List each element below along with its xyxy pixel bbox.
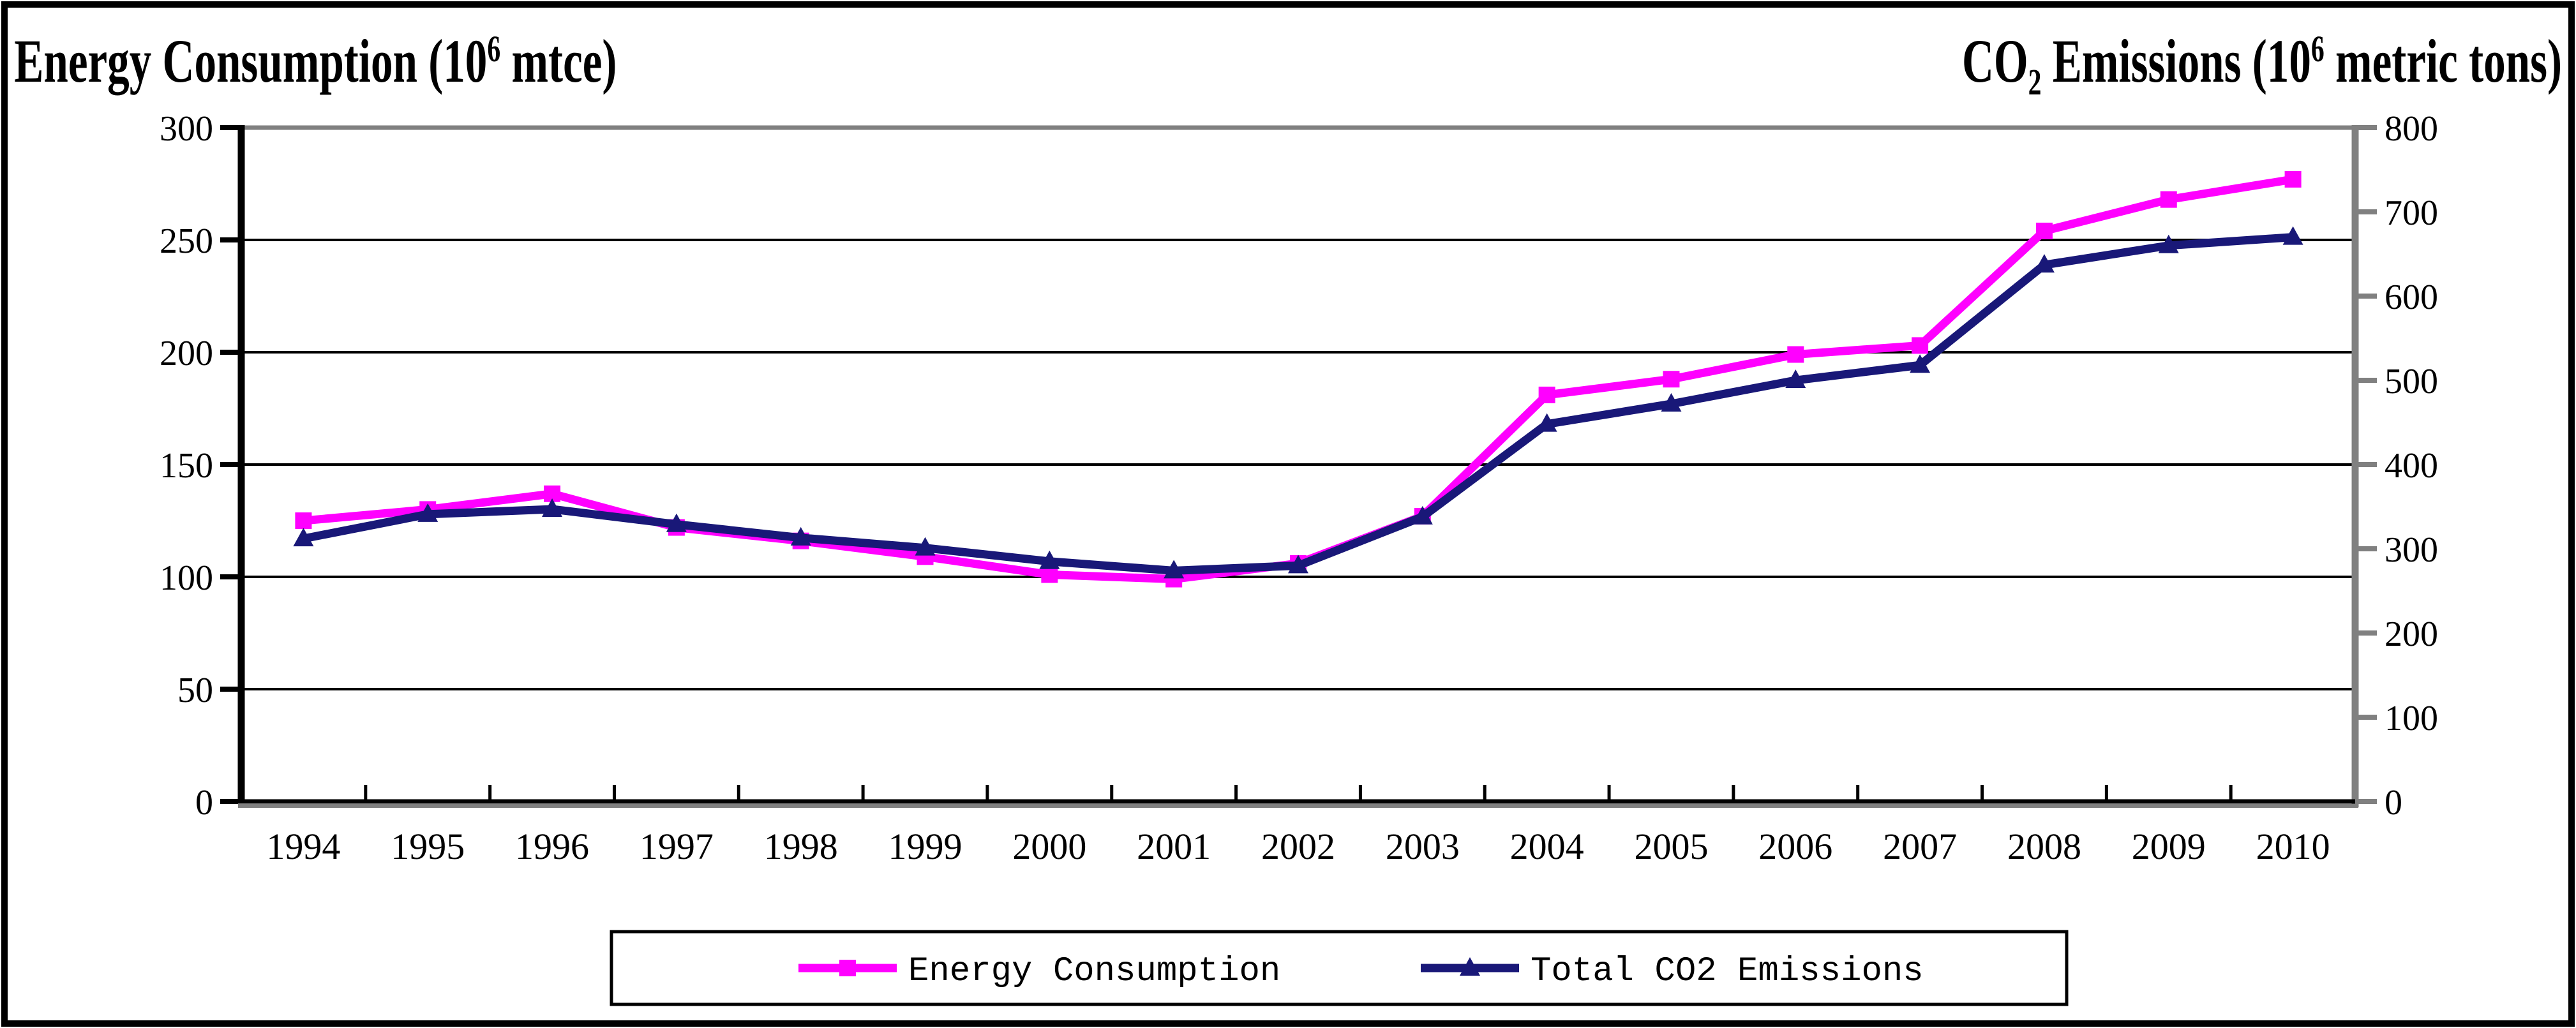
series-marker-total-co2-emissions bbox=[1412, 505, 1433, 525]
x-tick-label: 2003 bbox=[1386, 826, 1460, 867]
axis-titles: Energy Consumption (106 mtce) CO2 Emissi… bbox=[14, 27, 2562, 103]
series-marker-total-co2-emissions bbox=[666, 513, 687, 532]
series-marker-total-co2-emissions bbox=[1536, 413, 1557, 432]
series-marker-energy-consumption bbox=[2160, 191, 2177, 208]
legend-marker-energy-consumption bbox=[839, 960, 856, 976]
right-axis-tick-label: 800 bbox=[2385, 109, 2438, 149]
series-marker-energy-consumption bbox=[1787, 346, 1804, 363]
x-tick-label: 2001 bbox=[1137, 826, 1211, 867]
x-tick-label: 2009 bbox=[2132, 826, 2206, 867]
right-axis-tick-label: 500 bbox=[2385, 362, 2438, 401]
series-marker-total-co2-emissions bbox=[1164, 560, 1185, 579]
right-axis-title: CO2 Emissions (106 metric tons) bbox=[1962, 27, 2562, 103]
x-tick-label: 2007 bbox=[1883, 826, 1957, 867]
left-axis-tick-label: 100 bbox=[160, 558, 213, 598]
series-marker-energy-consumption bbox=[2284, 170, 2302, 188]
series-marker-total-co2-emissions bbox=[293, 528, 314, 547]
series-marker-total-co2-emissions bbox=[1661, 392, 1682, 412]
left-axis-tick-label: 150 bbox=[160, 446, 213, 486]
left-axis-tick-label: 0 bbox=[195, 783, 213, 823]
series-marker-energy-consumption bbox=[1041, 566, 1058, 583]
x-tick-label: 2002 bbox=[1261, 826, 1335, 867]
x-tick-label: 1998 bbox=[764, 826, 838, 867]
left-axis-tick-label: 50 bbox=[177, 671, 213, 710]
right-axis-tick-label: 100 bbox=[2385, 699, 2438, 738]
series-total-co2-emissions bbox=[293, 226, 2303, 579]
series-marker-total-co2-emissions bbox=[2158, 234, 2179, 253]
x-tick-label: 1997 bbox=[640, 826, 714, 867]
x-tick-label: 1994 bbox=[266, 826, 340, 867]
legend-marker-total-co2-emissions bbox=[1460, 957, 1480, 976]
series-marker-total-co2-emissions bbox=[790, 526, 811, 546]
right-axis-tick-label: 300 bbox=[2385, 530, 2438, 570]
right-axis-tick-label: 400 bbox=[2385, 446, 2438, 486]
x-tick-label: 2008 bbox=[2007, 826, 2081, 867]
series-marker-energy-consumption bbox=[295, 512, 312, 529]
left-axis-title: Energy Consumption (106 mtce) bbox=[14, 27, 617, 96]
right-axis-tick-label: 700 bbox=[2385, 193, 2438, 233]
legend-item-total-co2-emissions: Total CO2 Emissions bbox=[1421, 952, 1924, 991]
series-marker-energy-consumption bbox=[1912, 337, 1929, 354]
x-tick-label: 2010 bbox=[2256, 826, 2330, 867]
x-tick-label: 1996 bbox=[515, 826, 589, 867]
legend: Energy Consumption Total CO2 Emissions bbox=[610, 930, 2069, 1006]
plot-area: 0 100 200 300 400 500 600 700 800 0 50 100 150 200 250… bbox=[160, 109, 2438, 867]
x-tick-label: 2005 bbox=[1634, 826, 1708, 867]
left-axis-tick-label: 200 bbox=[160, 334, 213, 373]
left-axis-tick-label: 250 bbox=[160, 221, 213, 261]
series-marker-energy-consumption bbox=[1663, 371, 1680, 388]
x-tick-label: 2004 bbox=[1510, 826, 1584, 867]
right-axis-tick-label: 200 bbox=[2385, 615, 2438, 654]
legend-label-total-co2-emissions: Total CO2 Emissions bbox=[1531, 952, 1924, 991]
series-marker-energy-consumption bbox=[1538, 386, 1555, 403]
x-tick-label: 1995 bbox=[391, 826, 465, 867]
right-axis-tick-label: 0 bbox=[2385, 783, 2402, 823]
legend-label-energy-consumption: Energy Consumption bbox=[908, 952, 1280, 991]
series-marker-total-co2-emissions bbox=[417, 503, 438, 522]
series-marker-total-co2-emissions bbox=[1910, 354, 1931, 373]
x-tick-label: 1999 bbox=[888, 826, 962, 867]
x-tick-label: 2000 bbox=[1012, 826, 1086, 867]
series-marker-total-co2-emissions bbox=[542, 498, 563, 517]
series-marker-total-co2-emissions bbox=[1785, 369, 1806, 388]
series-marker-total-co2-emissions bbox=[1039, 550, 1060, 569]
series-marker-total-co2-emissions bbox=[2033, 254, 2055, 273]
series-marker-energy-consumption bbox=[2035, 222, 2053, 239]
series-marker-total-co2-emissions bbox=[1288, 555, 1308, 574]
right-axis-tick-label: 600 bbox=[2385, 278, 2438, 317]
legend-item-energy-consumption: Energy Consumption bbox=[798, 952, 1280, 991]
series-marker-total-co2-emissions bbox=[2282, 226, 2303, 245]
series-marker-total-co2-emissions bbox=[915, 537, 936, 556]
left-axis-tick-label: 300 bbox=[160, 109, 213, 149]
x-tick-label: 2006 bbox=[1758, 826, 1832, 867]
